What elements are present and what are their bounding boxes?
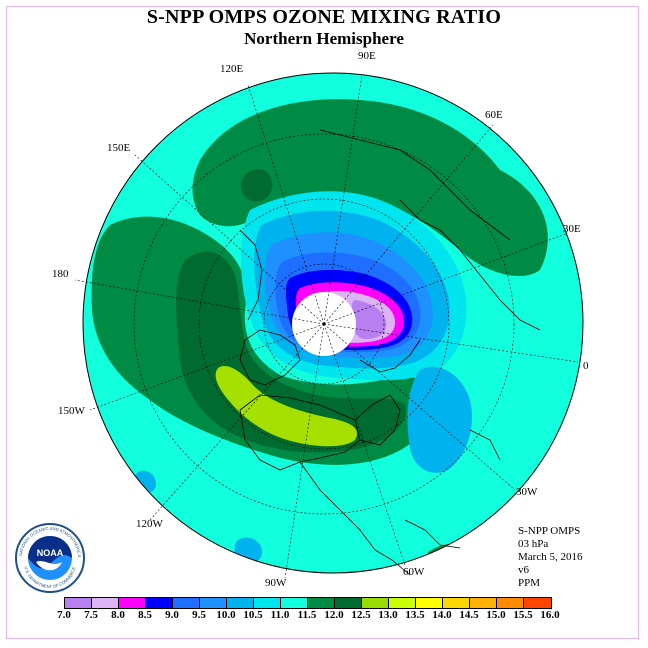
colorbar-swatch — [470, 598, 497, 608]
noaa-logo: NATIONAL OCEANIC AND ATMOSPHERIC ADMINIS… — [14, 522, 85, 593]
graticule — [74, 74, 579, 579]
colorbar-tick-label: 15.0 — [486, 609, 506, 621]
contour-12-5 — [215, 365, 358, 447]
colorbar-swatch — [281, 598, 308, 608]
info-date: March 5, 2016 — [518, 551, 583, 563]
colorbar-tick-label: 14.5 — [459, 609, 479, 621]
lon-label-90e: 90E — [358, 50, 376, 62]
lon-label-30w: 30W — [516, 486, 538, 498]
colorbar-tick-label: 10.0 — [216, 609, 236, 621]
colorbar-swatch — [389, 598, 416, 608]
colorbar — [64, 597, 552, 609]
colorbar-tick-label: 12.5 — [351, 609, 371, 621]
colorbar-swatch — [524, 598, 551, 608]
colorbar-tick-label: 15.5 — [513, 609, 533, 621]
lon-label-30e: 30E — [563, 223, 581, 235]
lon-label-180: 180 — [52, 268, 69, 280]
colorbar-swatch — [308, 598, 335, 608]
colorbar-swatch — [200, 598, 227, 608]
colorbar-tick-label: 16.0 — [540, 609, 560, 621]
colorbar-tick-label: 11.5 — [297, 609, 317, 621]
info-level: 03 hPa — [518, 538, 549, 550]
colorbar-swatch — [227, 598, 254, 608]
info-product: S-NPP OMPS — [518, 525, 581, 537]
colorbar-swatch — [497, 598, 524, 608]
colorbar-swatch — [443, 598, 470, 608]
lon-label-60e: 60E — [485, 109, 503, 121]
colorbar-swatch — [146, 598, 173, 608]
coastlines — [239, 129, 541, 576]
ozone-contour-fill — [83, 73, 583, 573]
colorbar-swatch — [92, 598, 119, 608]
colorbar-tick-label: 8.5 — [138, 609, 152, 621]
colorbar-tick-label: 10.5 — [243, 609, 263, 621]
colorbar-swatch — [362, 598, 389, 608]
colorbar-swatch — [173, 598, 200, 608]
page-title: S-NPP OMPS OZONE MIXING RATIO — [146, 6, 502, 28]
lon-label-120e: 120E — [220, 63, 244, 75]
colorbar-swatch — [119, 598, 146, 608]
lon-label-0: 0 — [583, 360, 589, 372]
map-border-circle — [82, 72, 584, 574]
colorbar-swatch — [335, 598, 362, 608]
info-units: PPM — [518, 577, 541, 589]
lon-label-60w: 60W — [403, 566, 425, 578]
lon-label-90w: 90W — [265, 577, 287, 589]
lon-label-150e: 150E — [107, 142, 131, 154]
info-version: v6 — [518, 564, 529, 576]
colorbar-tick-label: 11.0 — [270, 609, 290, 621]
colorbar-tick-label: 12.0 — [324, 609, 344, 621]
colorbar-swatch — [65, 598, 92, 608]
page-frame — [6, 6, 639, 639]
colorbar-tick-label: 7.5 — [84, 609, 98, 621]
colorbar-tick-label: 8.0 — [111, 609, 125, 621]
lon-label-120w: 120W — [136, 518, 163, 530]
colorbar-tick-label: 13.5 — [405, 609, 425, 621]
colorbar-tick-label: 9.0 — [165, 609, 179, 621]
colorbar-tick-label: 9.5 — [192, 609, 206, 621]
page-subtitle: Northern Hemisphere — [244, 29, 404, 48]
contour-10-5-south — [407, 366, 472, 473]
colorbar-tick-label: 14.0 — [432, 609, 452, 621]
info-block: S-NPP OMPS 03 hPa March 5, 2016 v6 PPM — [518, 525, 582, 590]
colorbar-tick-label: 7.0 — [57, 609, 71, 621]
lon-label-150w: 150W — [58, 405, 85, 417]
contour-12-0-north — [240, 169, 273, 202]
contour-11-5-north — [192, 99, 548, 277]
svg-text:NOAA: NOAA — [37, 548, 64, 558]
colorbar-swatch — [416, 598, 443, 608]
colorbar-tick-label: 13.0 — [378, 609, 398, 621]
colorbar-swatch — [254, 598, 281, 608]
